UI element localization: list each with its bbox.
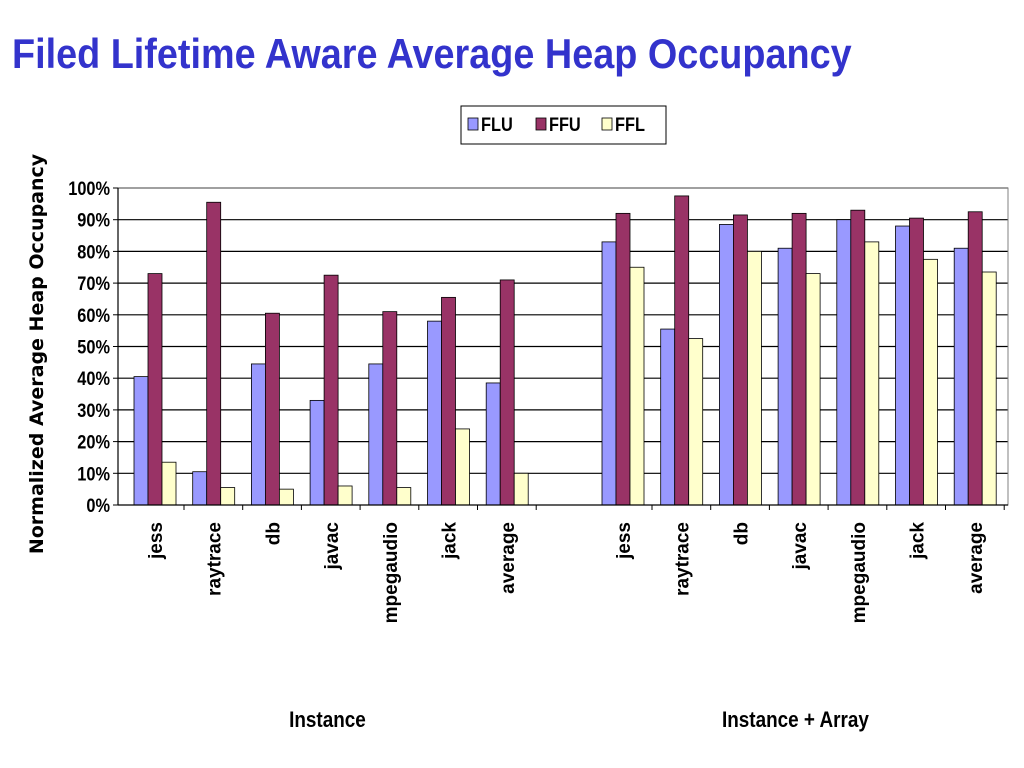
bar-ffu-javac	[323, 274, 339, 506]
bar-ffu-jack	[441, 296, 456, 506]
x-tick-label: raytrace	[205, 522, 226, 596]
bar-ffl-average	[981, 271, 997, 506]
bar-ffl-jack	[923, 258, 938, 506]
bar-flu-mpegaudio	[836, 219, 852, 506]
bar-ffu-jess	[147, 273, 163, 506]
x-tick-label: jess	[146, 522, 167, 560]
group-label: Instance	[289, 708, 366, 733]
bars	[133, 195, 997, 506]
x-tick-label: jess	[614, 522, 635, 560]
bar-ffu-raytrace	[674, 195, 690, 506]
slide-title: Filed Lifetime Aware Average Heap Occupa…	[12, 30, 852, 77]
bar-flu-raytrace	[660, 328, 676, 506]
y-tick-label: 20%	[77, 431, 110, 452]
y-tick-label: 70%	[77, 273, 110, 294]
legend-label-ffu: FFU	[549, 114, 581, 135]
x-tick-label: raytrace	[673, 522, 694, 596]
x-tick-label: mpegaudio	[381, 522, 402, 623]
bar-ffl-javac	[805, 273, 821, 506]
y-tick-label: 10%	[77, 463, 110, 484]
x-tick-label: average	[498, 522, 519, 594]
bar-ffu-mpegaudio	[382, 311, 398, 506]
bar-ffl-db	[747, 250, 762, 506]
bar-flu-javac	[309, 399, 325, 506]
bar-flu-jess	[601, 241, 617, 506]
x-tick-label: jack	[908, 522, 929, 560]
bar-ffu-jack	[909, 217, 924, 506]
y-tick-label: 40%	[77, 368, 110, 389]
bar-ffl-jess	[161, 461, 177, 506]
bar-ffu-javac	[791, 212, 807, 506]
axis-ticks	[113, 187, 1005, 510]
x-tick-label: mpegaudio	[849, 522, 870, 623]
bar-ffu-raytrace	[206, 201, 222, 506]
legend-box	[460, 105, 667, 145]
legend-swatch-ffu	[535, 117, 547, 131]
y-tick-label: 90%	[77, 210, 110, 231]
y-axis-label: Normalized Average Heap Occupancy	[26, 153, 48, 554]
y-tick-label: 50%	[77, 336, 110, 357]
labels: 0% 10% 20% 30% 40% 50% 60% 70% 80% 90% 100% jess ray…	[68, 178, 987, 733]
y-tick-label: 100%	[68, 178, 110, 199]
y-tick-label: 60%	[77, 305, 110, 326]
bar-ffu-db	[733, 214, 748, 506]
x-tick-label: javac	[790, 522, 811, 571]
bar-ffl-raytrace	[220, 487, 236, 506]
y-tick-label: 80%	[77, 241, 110, 262]
legend-label-ffl: FFL	[615, 114, 645, 135]
bar-ffu-jess	[615, 212, 631, 506]
legend-swatch-ffl	[601, 117, 613, 131]
bar-flu-jess	[133, 376, 149, 506]
bar-flu-raytrace	[192, 471, 208, 506]
bar-flu-average	[953, 247, 969, 506]
bar-ffu-db	[264, 312, 280, 506]
bar-flu-javac	[777, 247, 793, 506]
bar-ffl-javac	[337, 485, 353, 506]
y-tick-label: 30%	[77, 400, 110, 421]
bar-flu-average	[485, 382, 501, 506]
bar-flu-db	[719, 224, 734, 506]
legend-swatch-flu	[467, 117, 479, 131]
bar-ffl-jack	[455, 428, 470, 506]
legend-label-flu: FLU	[481, 114, 513, 135]
bar-ffu-average	[499, 279, 515, 506]
bar-flu-jack	[427, 320, 442, 506]
bar-ffl-mpegaudio	[864, 241, 880, 506]
x-tick-label: db	[263, 522, 284, 545]
x-tick-label: jack	[440, 522, 461, 560]
bar-ffl-mpegaudio	[396, 487, 412, 506]
bar-flu-db	[250, 363, 266, 506]
bar-ffl-jess	[629, 266, 645, 506]
x-tick-label: db	[731, 522, 752, 545]
bar-flu-jack	[895, 225, 910, 506]
bar-ffl-raytrace	[688, 338, 704, 506]
x-tick-label: javac	[322, 522, 343, 571]
bar-flu-mpegaudio	[368, 363, 384, 506]
bar-ffl-average	[513, 472, 529, 506]
group-label: Instance + Array	[722, 708, 869, 733]
y-tick-label: 0%	[86, 495, 110, 516]
legend: FLU FFU FFL	[460, 105, 667, 145]
bar-ffl-db	[278, 488, 294, 506]
bar-ffu-average	[967, 211, 983, 506]
x-tick-label: average	[966, 522, 987, 594]
bar-ffu-mpegaudio	[850, 209, 866, 506]
